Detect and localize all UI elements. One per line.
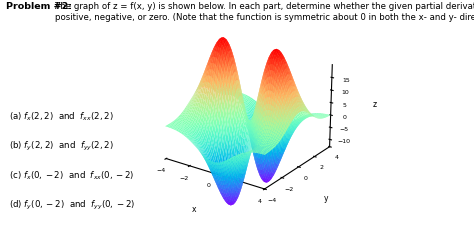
Text: (d) $f_y(0,-2)$  and  $f_{yy}(0,-2)$: (d) $f_y(0,-2)$ and $f_{yy}(0,-2)$ (9, 198, 136, 211)
Y-axis label: y: y (324, 193, 328, 202)
Text: (b) $f_y(2,2)$  and  $f_{yy}(2,2)$: (b) $f_y(2,2)$ and $f_{yy}(2,2)$ (9, 140, 114, 153)
Text: Problem #2:: Problem #2: (6, 2, 72, 11)
X-axis label: x: x (191, 204, 196, 213)
Text: (a) $f_x(2,2)$  and  $f_{xx}(2,2)$: (a) $f_x(2,2)$ and $f_{xx}(2,2)$ (9, 110, 114, 123)
Text: (c) $f_x(0,-2)$  and  $f_{xx}(0,-2)$: (c) $f_x(0,-2)$ and $f_{xx}(0,-2)$ (9, 169, 135, 181)
Text: The graph of z = f(x, y) is shown below. In each part, determine whether the giv: The graph of z = f(x, y) is shown below.… (55, 2, 474, 22)
